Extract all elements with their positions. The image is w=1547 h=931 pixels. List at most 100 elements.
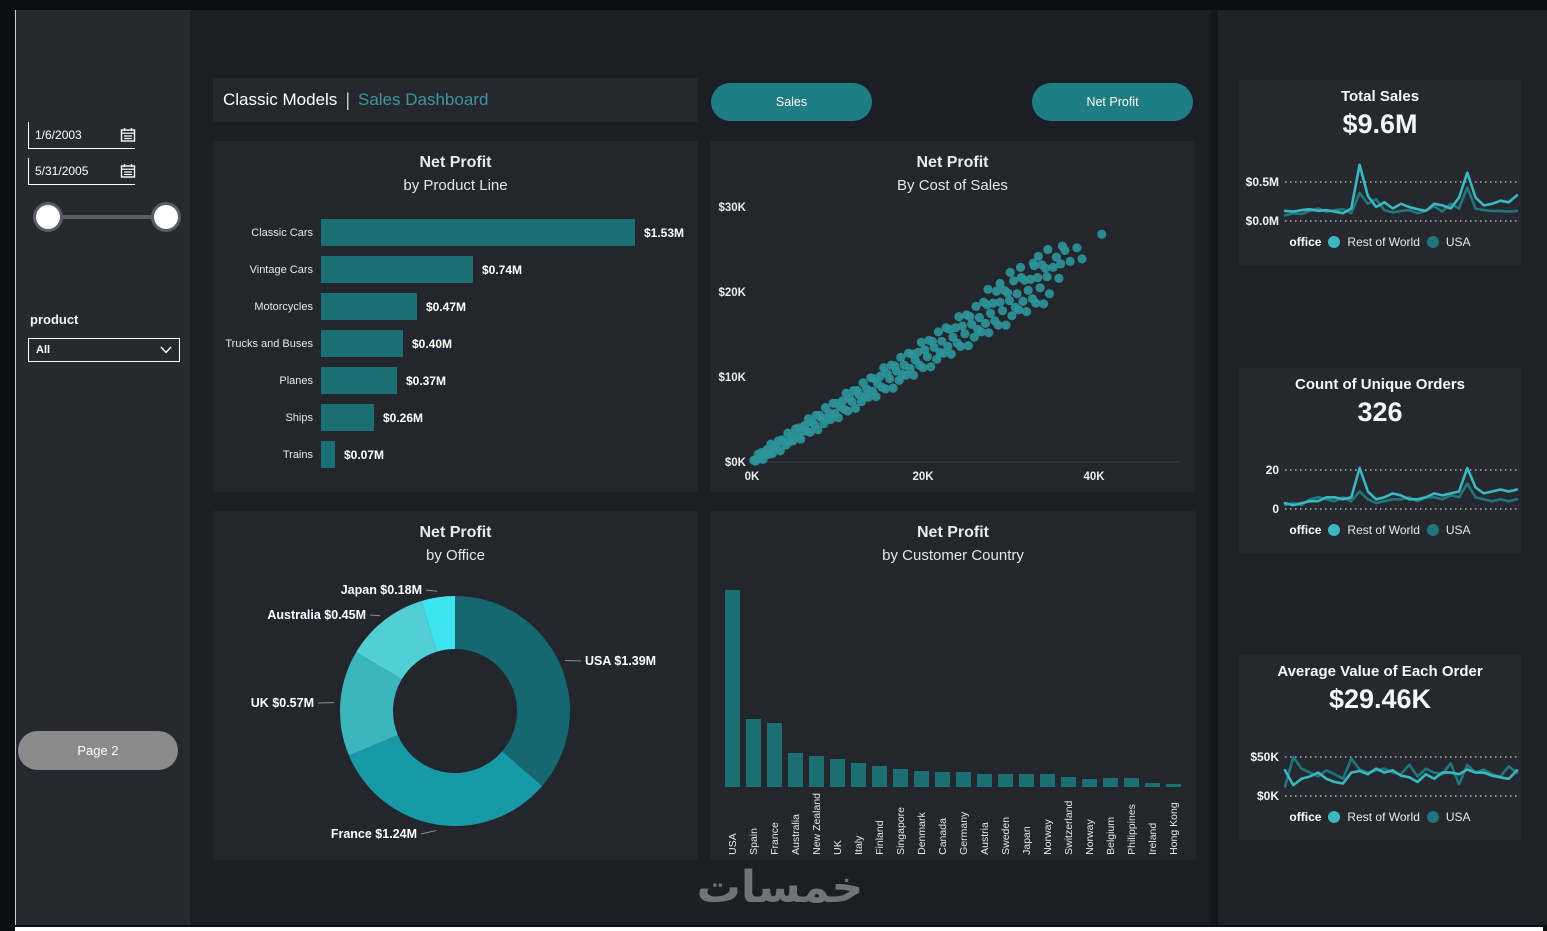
- svg-text:20K: 20K: [912, 471, 934, 483]
- bar-japan-14[interactable]: [1019, 774, 1034, 787]
- bar-vintage-cars[interactable]: [321, 256, 473, 283]
- bar-spain-1[interactable]: [746, 719, 761, 787]
- country-label: Italy: [852, 835, 865, 855]
- product-dropdown-value: All: [36, 344, 51, 356]
- legend-label: USA: [1445, 810, 1471, 824]
- svg-text:0K: 0K: [745, 471, 760, 483]
- average-order-trend-chart[interactable]: $50K $0K: [1239, 739, 1522, 807]
- kpi-title: Total Sales: [1340, 88, 1420, 105]
- country-label: Spain: [747, 828, 760, 855]
- panel-net-profit-by-cost-of-sales: Net Profit By Cost of Sales $30K $20K $10K…: [710, 141, 1195, 492]
- panel-net-profit-by-office: Net Profit by Office USA $1.39M France $1…: [213, 511, 698, 860]
- donut-label-japan: Japan $0.18M: [341, 583, 422, 597]
- bar-planes[interactable]: [321, 367, 397, 394]
- bar-austria-12[interactable]: [977, 774, 992, 787]
- value-label: $0.26M: [383, 410, 424, 425]
- slider-handle-start[interactable]: [36, 205, 60, 229]
- bar-germany-11[interactable]: [956, 772, 971, 787]
- donut-slice-france[interactable]: [348, 735, 543, 826]
- category-label: Vintage Cars: [249, 263, 313, 276]
- svg-text:$20K: $20K: [719, 287, 747, 299]
- bar-finland-7[interactable]: [872, 766, 887, 787]
- country-label: Norway: [1083, 819, 1096, 855]
- cost-of-sales-scatter-chart[interactable]: $30K $20K $10K $0K 0K 20K 40K: [710, 169, 1195, 489]
- svg-text:20: 20: [1266, 463, 1280, 477]
- bar-belgium-18[interactable]: [1103, 778, 1118, 787]
- bar-motorcycles[interactable]: [321, 293, 417, 320]
- donut-slice-uk[interactable]: [340, 652, 402, 756]
- country-label: UK: [831, 840, 844, 855]
- product-line-row: Planes $0.37M: [213, 367, 690, 394]
- value-label: $0.47M: [426, 299, 467, 314]
- donut-slice-australia[interactable]: [356, 600, 437, 680]
- bar-philippines-19[interactable]: [1124, 778, 1139, 787]
- country-bar-chart[interactable]: [722, 589, 1184, 787]
- kpi-card-average-order-value: Average Value of Each Order $29.46K $50K…: [1239, 655, 1521, 840]
- slider-track[interactable]: [48, 215, 166, 219]
- country-label: Hong Kong: [1167, 802, 1180, 855]
- product-line-chart[interactable]: Classic Cars $1.53M Vintage Cars $0.74M Moto…: [213, 219, 690, 478]
- donut-label-usa: USA $1.39M: [585, 654, 656, 668]
- category-label: Trucks and Buses: [225, 337, 313, 350]
- calendar-icon[interactable]: [120, 163, 136, 179]
- svg-text:40K: 40K: [1083, 471, 1105, 483]
- bar-trains[interactable]: [321, 441, 335, 468]
- donut-slice-usa[interactable]: [455, 596, 570, 786]
- report-title-main: Classic Models: [223, 90, 338, 109]
- product-line-row: Ships $0.26M: [213, 404, 690, 431]
- bar-switzerland-16[interactable]: [1061, 777, 1076, 787]
- office-donut-chart[interactable]: USA $1.39M France $1.24M UK $0.57M Australi…: [213, 511, 698, 860]
- kpi-card-unique-orders: Count of Unique Orders 326 20 0 office Re…: [1239, 368, 1521, 553]
- khamsat-watermark: خمسات: [696, 862, 864, 913]
- bar-ireland-20[interactable]: [1145, 783, 1160, 787]
- date-range-slider[interactable]: [34, 196, 180, 238]
- bar-ships[interactable]: [321, 404, 374, 431]
- bar-italy-6[interactable]: [851, 763, 866, 787]
- bar-hong-kong-21[interactable]: [1166, 784, 1181, 787]
- product-dropdown[interactable]: All: [28, 338, 180, 362]
- total-sales-trend-chart[interactable]: $0.5M $0.0M: [1239, 163, 1522, 232]
- country-label: Finland: [873, 820, 886, 855]
- legend-label: USA: [1445, 523, 1471, 537]
- unique-orders-trend-chart[interactable]: 20 0: [1239, 452, 1522, 520]
- bar-norway-17[interactable]: [1082, 779, 1097, 787]
- end-date-input[interactable]: [28, 158, 135, 185]
- kpi-title: Average Value of Each Order: [1277, 663, 1483, 680]
- donut-slice-japan[interactable]: [421, 596, 455, 652]
- office-legend: office Rest of World USA: [1239, 523, 1521, 537]
- bar-denmark-9[interactable]: [914, 771, 929, 787]
- bar-norway-15[interactable]: [1040, 774, 1055, 787]
- donut-label-australia: Australia $0.45M: [267, 608, 366, 622]
- bar-sweden-13[interactable]: [998, 774, 1013, 787]
- slider-handle-end[interactable]: [154, 205, 178, 229]
- category-label: Motorcycles: [254, 300, 313, 313]
- legend-dot-usa: [1426, 524, 1439, 536]
- svg-text:$10K: $10K: [719, 372, 747, 384]
- donut-label-uk: UK $0.57M: [251, 696, 314, 710]
- svg-text:0: 0: [1272, 502, 1279, 516]
- country-label: France: [768, 822, 781, 855]
- bar-australia-3[interactable]: [788, 753, 803, 787]
- legend-label: USA: [1445, 235, 1471, 249]
- net-profit-nav-button[interactable]: Net Profit: [1032, 83, 1193, 121]
- bar-singapore-8[interactable]: [893, 769, 908, 787]
- bar-new-zealand-4[interactable]: [809, 756, 824, 787]
- filter-sidebar: product All Page 2: [15, 10, 190, 925]
- donut-label-france: France $1.24M: [331, 827, 417, 841]
- bar-canada-10[interactable]: [935, 772, 950, 787]
- sales-nav-button[interactable]: Sales: [711, 83, 872, 121]
- bar-trucks-and-buses[interactable]: [321, 330, 403, 357]
- product-line-row: Vintage Cars $0.74M: [213, 256, 690, 283]
- product-filter-label: product: [30, 312, 79, 327]
- bar-classic-cars[interactable]: [321, 219, 635, 246]
- start-date-input[interactable]: [28, 122, 135, 149]
- bar-usa-0[interactable]: [725, 590, 740, 787]
- page-2-button[interactable]: Page 2: [18, 731, 178, 770]
- svg-text:$0.5M: $0.5M: [1246, 175, 1279, 189]
- calendar-icon[interactable]: [120, 127, 136, 143]
- report-canvas: Classic Models | Sales Dashboard Sales N…: [190, 10, 1211, 925]
- panel-net-profit-by-customer-country: Net Profit by Customer Country USA Spain F…: [710, 511, 1196, 860]
- bar-france-2[interactable]: [767, 723, 782, 787]
- bar-uk-5[interactable]: [830, 759, 845, 787]
- legend-title: office: [1289, 235, 1322, 249]
